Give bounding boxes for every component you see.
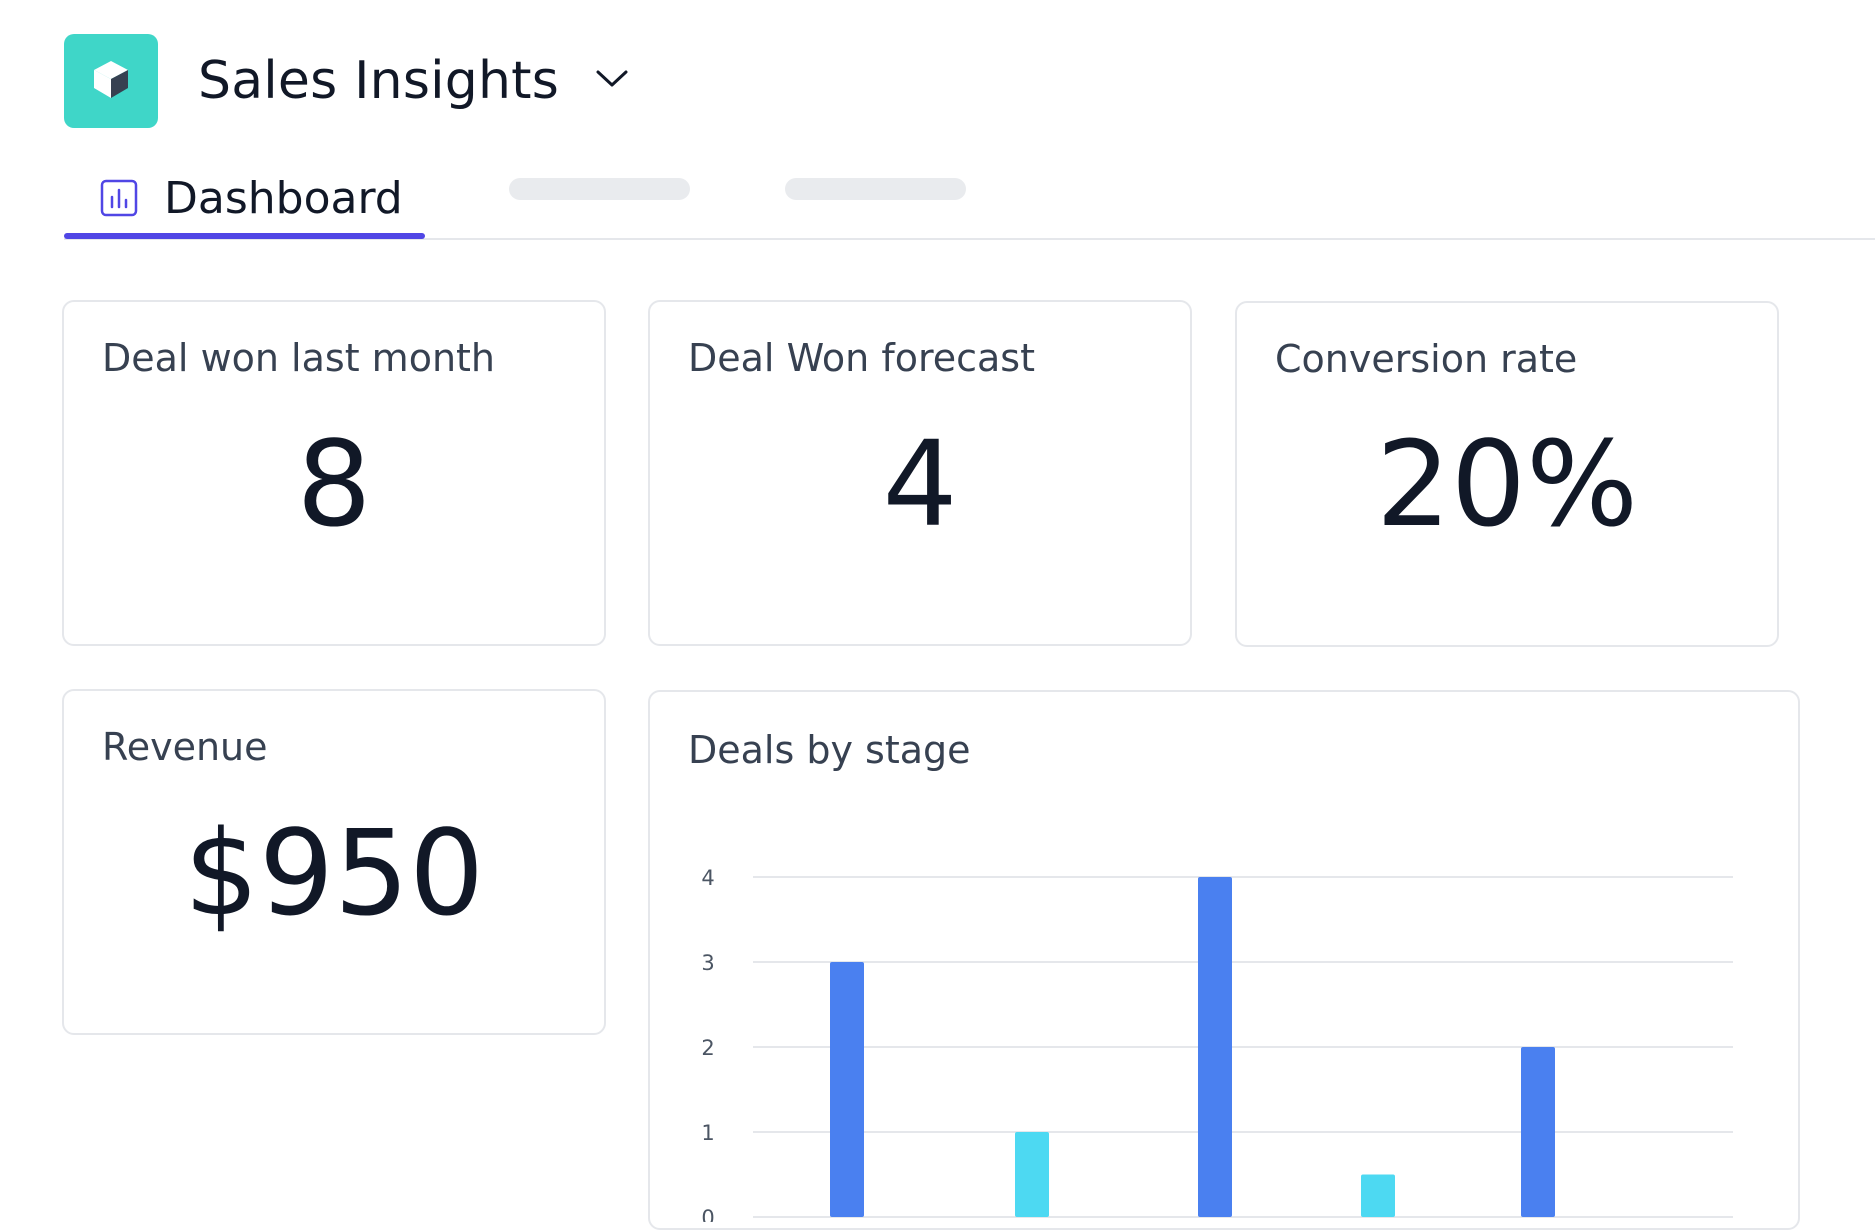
tab-placeholder-2[interactable] (509, 178, 690, 200)
tab-placeholder-3[interactable] (785, 178, 966, 200)
app-header: Sales Insights (64, 34, 633, 128)
chart-title: Deals by stage (688, 728, 971, 772)
card-value: 4 (882, 415, 958, 553)
tab-bar: Dashboard (64, 160, 1875, 240)
card-revenue: Revenue $950 (62, 689, 606, 1035)
card-conversion-rate: Conversion rate 20% (1235, 301, 1779, 647)
card-value: 20% (1375, 415, 1639, 553)
card-deals-by-stage: Deals by stage 0 1 2 3 4 (648, 690, 1800, 1230)
card-label: Conversion rate (1275, 337, 1578, 381)
chart-bar[interactable] (1361, 1174, 1395, 1218)
deals-by-stage-chart: 0 1 2 3 4 (701, 866, 1733, 1222)
chart-bar[interactable] (1198, 877, 1232, 1217)
chart-bar[interactable] (1521, 1047, 1555, 1217)
chart-bar[interactable] (1015, 1132, 1049, 1217)
app-logo[interactable] (64, 34, 158, 128)
card-deal-won-forecast: Deal Won forecast 4 (648, 300, 1192, 646)
chevron-down-icon (595, 69, 629, 93)
tab-dashboard[interactable]: Dashboard (64, 160, 425, 239)
y-tick-label: 2 (701, 1036, 714, 1060)
card-value: $950 (183, 804, 485, 942)
chart-bar[interactable] (830, 962, 864, 1217)
app-title: Sales Insights (198, 51, 560, 111)
card-label: Deal won last month (102, 336, 496, 380)
card-deals-won-last-month: Deal won last month 8 (62, 300, 606, 646)
card-label: Deal Won forecast (688, 336, 1035, 380)
tab-dashboard-label: Dashboard (164, 172, 403, 224)
y-tick-label: 4 (701, 866, 714, 890)
cube-icon (89, 57, 133, 105)
bar-chart-icon (100, 179, 138, 217)
card-value: 8 (296, 415, 372, 553)
y-tick-label: 3 (701, 951, 714, 975)
y-tick-label: 0 (701, 1206, 714, 1222)
card-label: Revenue (102, 725, 268, 769)
app-switcher-dropdown[interactable] (591, 60, 633, 102)
y-tick-label: 1 (701, 1121, 714, 1145)
